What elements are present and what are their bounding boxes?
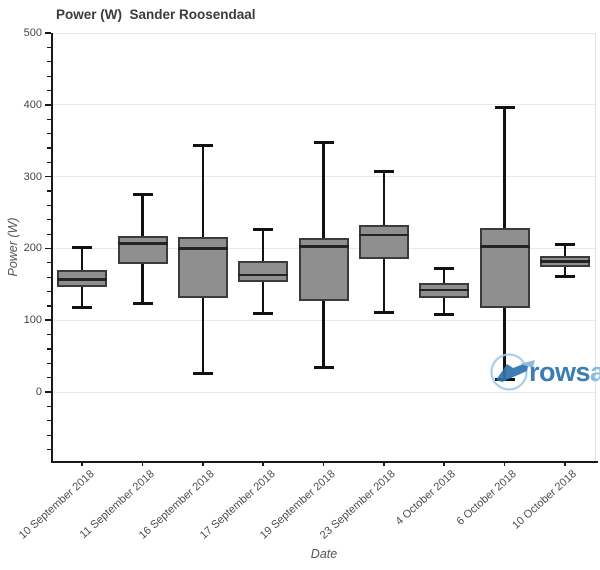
y-minor-tick xyxy=(47,434,51,436)
box-whisker-cap-bottom[interactable] xyxy=(132,302,153,306)
y-minor-tick xyxy=(47,233,51,235)
y-major-tick xyxy=(45,319,51,321)
y-minor-tick xyxy=(47,46,51,49)
logo-text: rowsandall xyxy=(529,351,600,395)
box-whisker-cap-top[interactable] xyxy=(132,193,153,197)
box-median[interactable] xyxy=(57,278,108,281)
y-major-tick xyxy=(45,391,51,393)
x-tick-label: 10 October 2018 xyxy=(509,468,579,532)
rowing-boat-icon xyxy=(490,353,535,391)
boxplot-box[interactable] xyxy=(298,237,349,301)
box-whisker-cap-top[interactable] xyxy=(313,141,334,145)
y-minor-tick xyxy=(47,89,51,92)
y-minor-tick xyxy=(47,334,51,336)
box-whisker-cap-bottom[interactable] xyxy=(192,371,213,375)
y-minor-tick xyxy=(47,75,51,77)
y-tick-label: 200 xyxy=(23,242,42,255)
x-tick xyxy=(81,461,83,466)
y-minor-tick xyxy=(47,377,51,379)
x-tick xyxy=(443,461,445,466)
y-gridline xyxy=(52,32,595,34)
boxplot-box[interactable] xyxy=(238,261,289,283)
y-minor-tick xyxy=(47,420,51,422)
boxplot-box[interactable] xyxy=(177,236,228,298)
plot-right-border xyxy=(595,33,596,461)
y-minor-tick xyxy=(47,61,51,63)
x-tick xyxy=(503,461,506,466)
box-whisker-cap-bottom[interactable] xyxy=(434,313,455,316)
x-tick-label: 6 October 2018 xyxy=(454,468,519,528)
logo-text-dark: rows xyxy=(529,357,591,387)
y-tick-label: 500 xyxy=(23,27,42,39)
x-tick xyxy=(262,461,264,466)
x-tick xyxy=(141,461,144,466)
y-minor-tick xyxy=(47,276,51,278)
x-tick xyxy=(202,461,204,466)
box-median[interactable] xyxy=(298,245,349,248)
y-minor-tick xyxy=(47,348,51,350)
box-whisker-cap-top[interactable] xyxy=(192,144,213,148)
y-major-tick xyxy=(45,32,51,34)
box-whisker-cap-bottom[interactable] xyxy=(373,310,394,314)
box-whisker-cap-top[interactable] xyxy=(434,267,455,270)
y-minor-tick xyxy=(47,147,51,149)
box-median[interactable] xyxy=(117,242,168,245)
y-minor-tick xyxy=(47,190,51,192)
x-tick xyxy=(322,461,325,466)
chart-title: Power (W) Sander Roosendaal xyxy=(56,7,256,22)
box-whisker-cap-bottom[interactable] xyxy=(253,311,274,315)
x-tick xyxy=(383,461,385,466)
y-minor-tick xyxy=(47,161,51,163)
x-tick-label: 4 October 2018 xyxy=(393,468,459,528)
y-minor-tick xyxy=(47,405,51,408)
boxplot-box[interactable] xyxy=(358,224,409,260)
y-minor-tick xyxy=(47,132,51,135)
y-major-tick xyxy=(45,175,51,178)
box-whisker-cap-top[interactable] xyxy=(494,105,515,109)
y-gridline xyxy=(52,104,595,106)
y-minor-tick xyxy=(47,219,51,221)
box-whisker-cap-bottom[interactable] xyxy=(554,274,575,278)
y-axis-title: Power (W) xyxy=(6,217,20,277)
rowsandall-logo: rowsandall xyxy=(488,351,600,395)
box-whisker-cap-top[interactable] xyxy=(554,243,575,247)
box-whisker-cap-top[interactable] xyxy=(373,170,394,174)
box-median[interactable] xyxy=(358,233,409,236)
box-whisker-cap-bottom[interactable] xyxy=(72,305,93,309)
y-minor-tick xyxy=(47,305,51,307)
box-median[interactable] xyxy=(419,288,470,292)
y-gridline xyxy=(52,391,595,393)
box-whisker-cap-bottom[interactable] xyxy=(313,366,334,370)
boxplot-box[interactable] xyxy=(117,235,168,264)
y-minor-tick xyxy=(47,262,51,264)
box-whisker-cap-top[interactable] xyxy=(253,227,274,231)
box-median[interactable] xyxy=(479,245,530,248)
boxplot-box[interactable] xyxy=(479,228,530,308)
y-tick-label: 100 xyxy=(23,314,42,327)
y-axis-line xyxy=(51,33,53,461)
box-whisker-cap-top[interactable] xyxy=(72,246,93,250)
y-tick-label: 0 xyxy=(35,386,42,399)
y-major-tick xyxy=(45,104,51,106)
y-tick-label: 300 xyxy=(23,170,42,183)
logo-text-light: andall xyxy=(590,357,600,387)
y-minor-tick xyxy=(47,448,51,451)
box-median[interactable] xyxy=(177,247,228,250)
box-median[interactable] xyxy=(539,260,590,263)
x-axis-line xyxy=(51,461,598,463)
x-axis-title: Date xyxy=(310,547,338,561)
box-median[interactable] xyxy=(238,273,289,277)
y-tick-label: 400 xyxy=(23,98,42,111)
y-minor-tick xyxy=(47,204,51,206)
y-minor-tick xyxy=(47,362,51,364)
y-minor-tick xyxy=(47,118,51,120)
y-minor-tick xyxy=(47,290,51,293)
y-major-tick xyxy=(45,247,51,250)
x-tick xyxy=(564,461,566,466)
